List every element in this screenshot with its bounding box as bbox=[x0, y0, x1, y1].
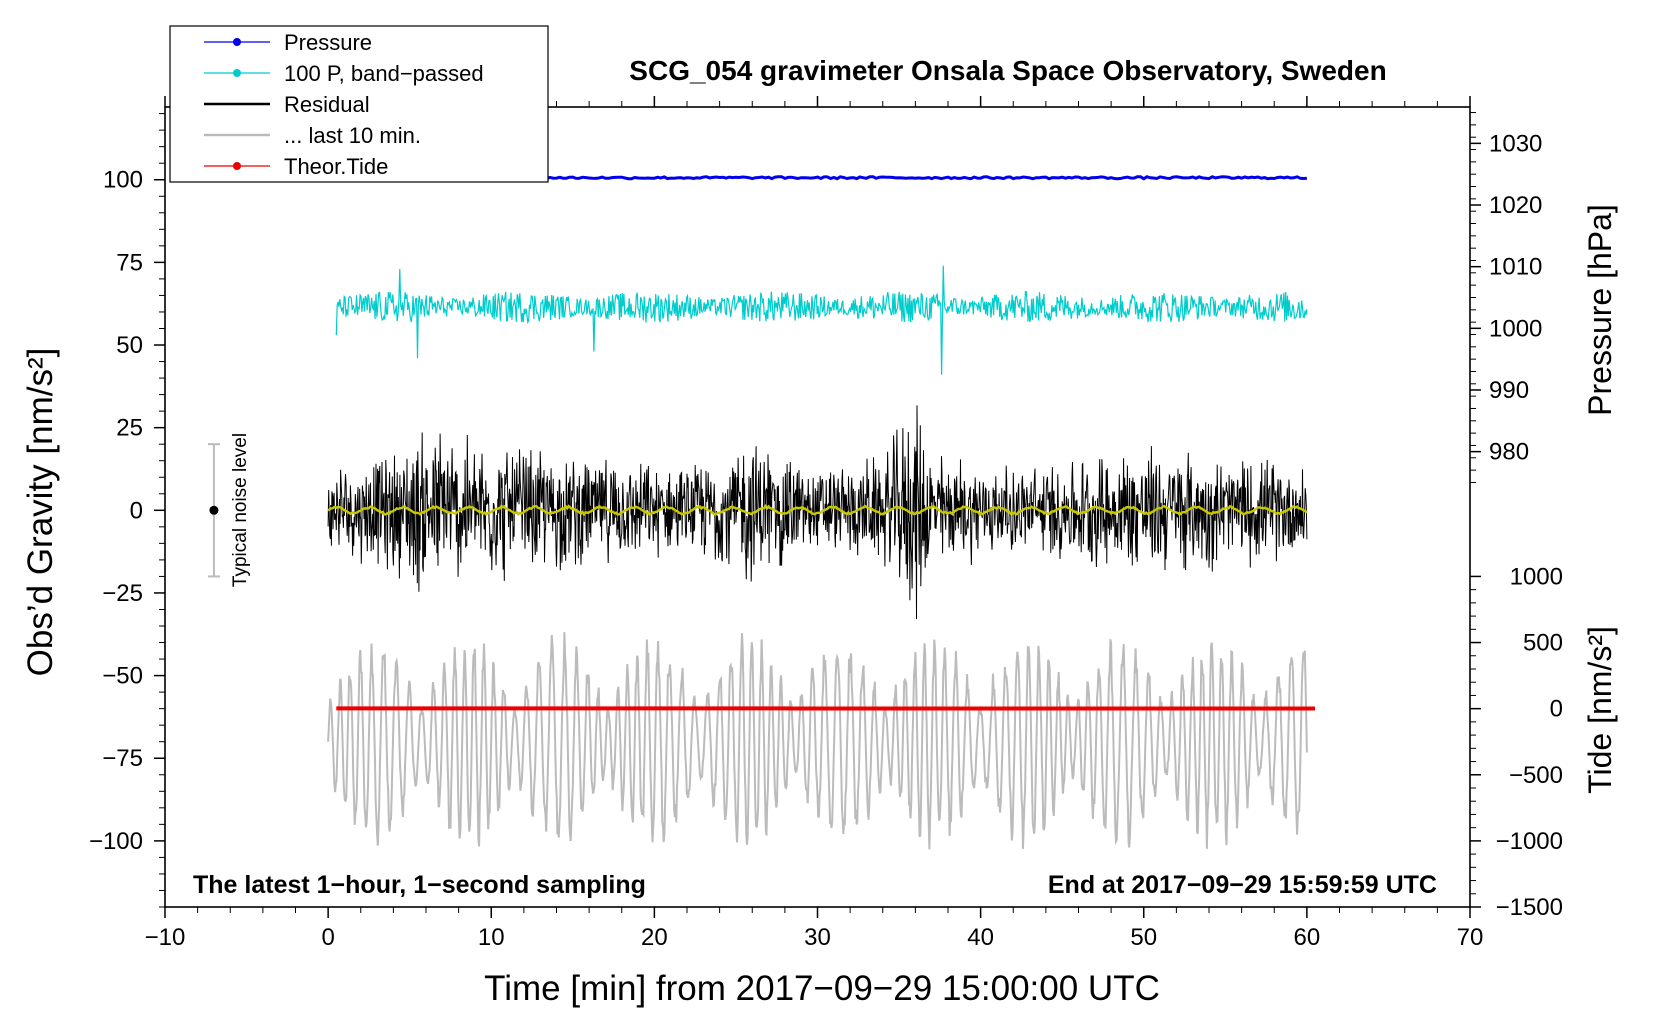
chart-title: SCG_054 gravimeter Onsala Space Observat… bbox=[629, 55, 1386, 86]
y-tide-tick-label: −1500 bbox=[1496, 894, 1563, 921]
y-left-tick-label: 100 bbox=[103, 167, 143, 194]
y-pressure-tick-label: 1030 bbox=[1489, 130, 1542, 157]
x-tick-label: 60 bbox=[1294, 924, 1321, 951]
legend-entry-label: Pressure bbox=[284, 30, 372, 55]
legend-entry-label: ... last 10 min. bbox=[284, 123, 421, 148]
x-tick-label: 70 bbox=[1457, 924, 1484, 951]
y-left-tick-label: 25 bbox=[116, 415, 143, 442]
legend-entry-label: 100 P, band−passed bbox=[284, 61, 484, 86]
x-tick-label: 50 bbox=[1130, 924, 1157, 951]
y-pressure-tick-label: 1010 bbox=[1489, 254, 1542, 281]
y-left-tick-label: 50 bbox=[116, 332, 143, 359]
legend-entry-label: Theor.Tide bbox=[284, 154, 388, 179]
y-tide-tick-label: −500 bbox=[1509, 762, 1563, 789]
x-axis-label: Time [min] from 2017−09−29 15:00:00 UTC bbox=[484, 969, 1160, 1008]
x-tick-label: 0 bbox=[321, 924, 334, 951]
noise-level-label: Typical noise level bbox=[230, 433, 251, 587]
y-axis-label-tide: Tide [nm/s²] bbox=[1582, 626, 1618, 794]
y-left-tick-label: −75 bbox=[102, 745, 143, 772]
series-pressure-bandpassed-line bbox=[335, 265, 1308, 375]
y-tide-tick-label: 1000 bbox=[1510, 563, 1563, 590]
y-tide-tick-label: −1000 bbox=[1496, 828, 1563, 855]
y-tide-tick-label: 0 bbox=[1550, 696, 1563, 723]
y-axis-label-pressure: Pressure [hPa] bbox=[1582, 204, 1618, 416]
y-left-tick-label: 0 bbox=[130, 497, 143, 524]
y-pressure-tick-label: 980 bbox=[1489, 439, 1529, 466]
legend-swatch-marker bbox=[233, 38, 241, 46]
y-left-tick-label: 75 bbox=[116, 249, 143, 276]
y-left-tick-label: −50 bbox=[102, 663, 143, 690]
footer-right-note: End at 2017−09−29 15:59:59 UTC bbox=[1048, 871, 1437, 899]
y-pressure-tick-label: 990 bbox=[1489, 377, 1529, 404]
legend-entry-label: Residual bbox=[284, 92, 370, 117]
y-pressure-tick-label: 1000 bbox=[1489, 315, 1542, 342]
noise-bar-center-dot bbox=[209, 505, 219, 515]
footer-left-note: The latest 1−hour, 1−second sampling bbox=[193, 871, 646, 899]
x-tick-label: −10 bbox=[145, 924, 186, 951]
legend-swatch-marker bbox=[233, 162, 241, 170]
x-tick-label: 30 bbox=[804, 924, 831, 951]
y-left-tick-label: −100 bbox=[89, 828, 143, 855]
series-residual-smoothed-line bbox=[327, 503, 1308, 517]
legend-swatch-marker bbox=[233, 69, 241, 77]
y-tide-tick-label: 500 bbox=[1523, 630, 1563, 657]
y-pressure-tick-label: 1020 bbox=[1489, 192, 1542, 219]
y-axis-label-left: Obs’d Gravity [nm/s²] bbox=[21, 348, 60, 677]
series-last-10-min-line bbox=[327, 632, 1308, 850]
x-tick-label: 10 bbox=[478, 924, 505, 951]
x-tick-label: 40 bbox=[967, 924, 994, 951]
y-left-tick-label: −25 bbox=[102, 580, 143, 607]
x-tick-label: 20 bbox=[641, 924, 668, 951]
